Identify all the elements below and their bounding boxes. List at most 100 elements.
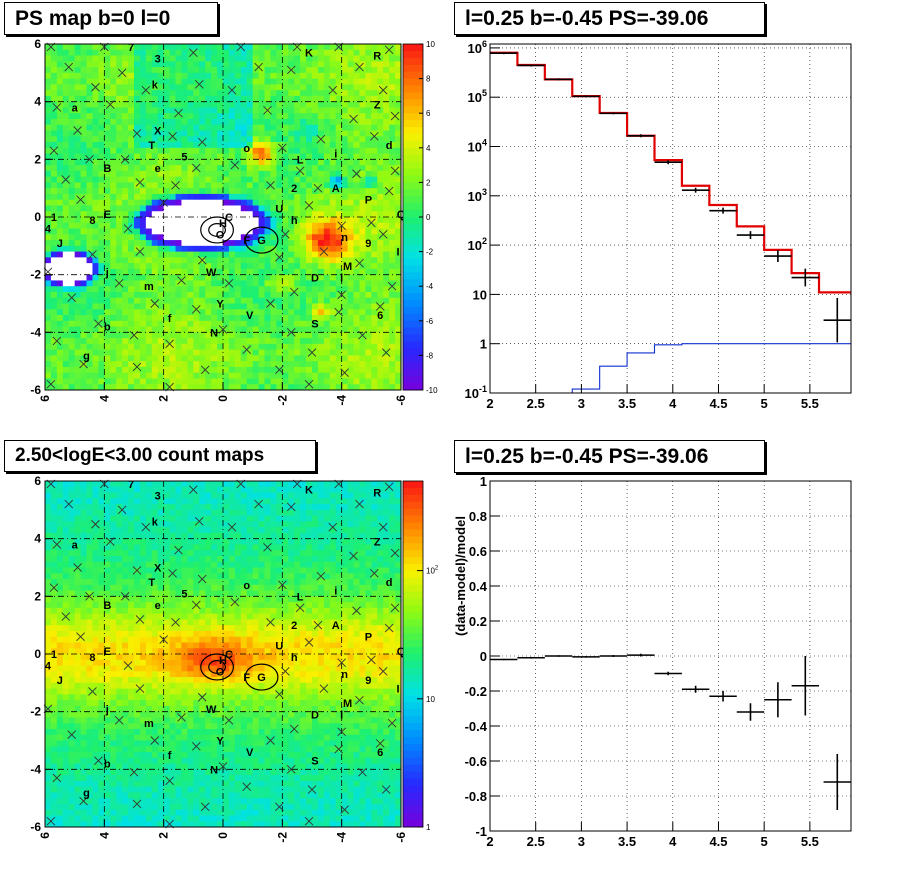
map-cell <box>234 234 242 241</box>
map-cell <box>68 677 76 684</box>
map-cell <box>205 72 212 79</box>
map-cell <box>86 504 93 511</box>
map-cell <box>139 159 147 166</box>
map-cell <box>56 182 64 189</box>
map-cell <box>288 136 295 143</box>
map-cell <box>157 95 165 103</box>
map-cell <box>335 101 343 108</box>
map-cell <box>270 205 277 212</box>
map-cell <box>74 711 81 718</box>
map-cell <box>110 136 117 143</box>
map-cell <box>300 147 307 154</box>
map-cell <box>317 320 325 327</box>
map-cell <box>157 217 165 224</box>
map-cell <box>56 654 64 661</box>
map-cell <box>323 332 331 339</box>
map-cell <box>193 107 200 114</box>
map-cell <box>116 786 123 793</box>
map-cell <box>80 654 87 661</box>
map-cell <box>246 263 254 270</box>
map-cell <box>86 688 93 695</box>
map-cell <box>175 211 182 218</box>
map-cell <box>306 193 313 201</box>
map-cell <box>116 124 123 131</box>
map-cell <box>163 274 170 281</box>
map-cell <box>104 101 111 108</box>
map-cell <box>395 211 402 218</box>
map-cell <box>228 361 236 368</box>
map-cell <box>306 61 313 68</box>
map-cell <box>110 343 117 351</box>
map-cell <box>240 61 248 68</box>
map-cell <box>80 378 87 385</box>
map-cell <box>116 642 123 649</box>
colorbar-segment <box>403 189 423 197</box>
map-cell <box>68 355 76 362</box>
map-cell <box>116 746 123 753</box>
map-cell <box>45 240 52 247</box>
map-cell <box>306 199 313 206</box>
map-cell <box>347 384 354 391</box>
map-cell <box>377 199 384 206</box>
map-cell <box>74 101 81 108</box>
colorbar-segment <box>403 133 423 142</box>
map-cell <box>139 136 147 143</box>
map-cell <box>128 740 135 747</box>
map-cell <box>389 205 396 212</box>
map-cell <box>234 193 242 201</box>
map-cell <box>217 297 224 304</box>
map-cell <box>395 136 402 143</box>
map-cell <box>169 245 176 252</box>
map-cell <box>128 61 135 68</box>
map-cell <box>199 49 206 56</box>
map-cell <box>359 95 366 103</box>
map-cell <box>228 280 236 287</box>
map-cell <box>252 280 259 287</box>
map-cell <box>175 188 182 195</box>
map-cell <box>122 757 129 764</box>
map-cell <box>116 648 123 655</box>
map-cell <box>45 648 52 655</box>
map-cell <box>395 142 402 149</box>
map-cell <box>116 700 123 707</box>
map-cell <box>187 113 194 120</box>
map-cell <box>335 61 343 68</box>
map-cell <box>377 188 384 195</box>
map-cell <box>193 176 200 183</box>
map-cell <box>329 118 337 126</box>
map-cell <box>193 326 200 333</box>
map-cell <box>98 72 105 79</box>
map-cell <box>223 280 230 287</box>
map-cell <box>45 176 52 183</box>
map-cell <box>92 809 99 816</box>
map-cell <box>122 44 129 51</box>
map-cell <box>323 107 331 114</box>
map-cell <box>300 113 307 120</box>
map-cell <box>217 205 224 212</box>
map-cell <box>258 263 265 270</box>
map-cell <box>45 147 52 154</box>
map-cell <box>199 234 206 241</box>
map-cell <box>62 188 70 195</box>
map-cell <box>80 688 87 695</box>
map-cell <box>300 67 307 74</box>
map-cell <box>163 113 170 120</box>
map-cell <box>353 222 360 229</box>
map-cell <box>151 78 159 85</box>
map-cell <box>317 61 325 68</box>
map-cell <box>122 315 129 322</box>
map-cell <box>264 142 271 149</box>
map-cell <box>341 245 348 252</box>
map-cell <box>181 291 188 299</box>
map-cell <box>240 274 248 281</box>
map-cell <box>157 55 165 62</box>
map-cell <box>371 142 378 149</box>
map-cell <box>45 723 52 730</box>
map-cell <box>365 338 372 345</box>
map-cell <box>228 291 236 299</box>
map-cell <box>50 677 58 684</box>
map-cell <box>122 384 129 391</box>
map-cell <box>377 291 384 299</box>
map-cell <box>181 78 188 85</box>
map-cell <box>317 338 325 345</box>
